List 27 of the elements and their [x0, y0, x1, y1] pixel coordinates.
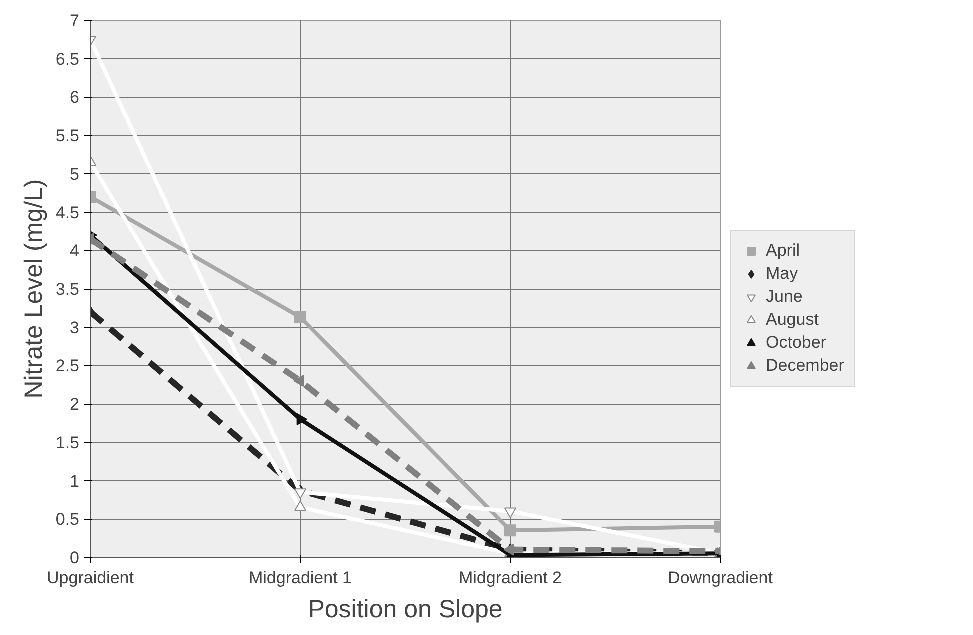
x-axis-title: Position on Slope [308, 596, 503, 624]
legend-label: August [766, 310, 819, 330]
y-tick-label: 6 [70, 88, 80, 108]
legend-label: October [766, 333, 826, 353]
y-tick-label: 5 [70, 164, 80, 184]
x-tick-label: Midgradient 2 [459, 568, 562, 588]
y-tick-label: 1 [70, 472, 80, 491]
legend-label: June [766, 287, 803, 307]
y-tick-label: 2.5 [56, 356, 80, 376]
y-tick-label: 2 [70, 395, 80, 414]
y-tick-label: 4 [70, 242, 80, 261]
y-tick-label: 5.5 [56, 126, 80, 146]
x-tick-label: Midgradient 1 [249, 568, 352, 588]
y-tick-label: 0 [70, 548, 80, 568]
x-tick-label: Downgradient [668, 568, 774, 588]
y-tick-label: 1.5 [56, 433, 80, 452]
y-tick-label: 3 [70, 318, 80, 338]
y-tick-label: 6.5 [56, 50, 80, 69]
y-axis-title: Nitrate Level (mg/L) [20, 179, 48, 399]
legend-label: April [766, 241, 800, 261]
y-tick-label: 7 [70, 12, 80, 30]
legend-label: December [766, 356, 844, 376]
y-tick-label: 0.5 [56, 510, 80, 530]
legend-label: May [766, 264, 798, 284]
y-tick-label: 4.5 [56, 203, 80, 222]
y-tick-label: 3.5 [56, 280, 80, 299]
x-tick-label: Upgraidient [47, 568, 134, 588]
